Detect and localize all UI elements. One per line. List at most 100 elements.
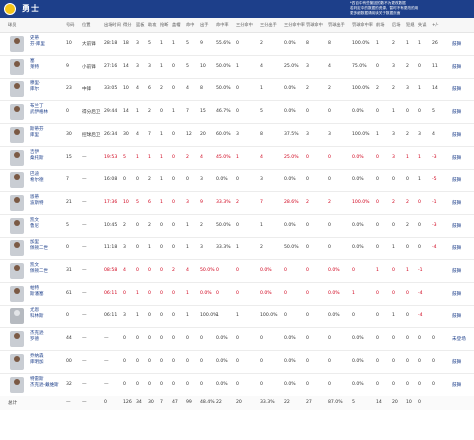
stat-cell: 0 [200,358,203,364]
stat-cell: 0 [236,222,239,228]
stat-cell: 1 [406,268,409,273]
player-name[interactable]: 凯文 佩顿二世 [30,263,48,274]
player-name[interactable]: 加里 佩顿二世 [30,240,48,252]
stat-cell: 14 [123,109,129,115]
player-detail-link[interactable]: 鼓舞 [452,359,462,365]
player-row[interactable]: 斯蒂芬 库里 30 控球后卫 26:34 30 4 7 1 0 12 20 60.0% 3 8 37.5% 3 3… [0,124,474,147]
stat-cell: 0 [160,313,163,319]
column-header: 失误 [418,22,427,27]
stat-cell: 0 [392,358,395,364]
stat-cell: 0 [306,154,309,160]
player-name[interactable]: 帕特 斯潘塞 [30,285,44,297]
player-name[interactable]: 史蒂 芬·库里 [30,36,45,47]
player-detail-link[interactable]: 鼓舞 [452,155,462,161]
player-name[interactable]: 斯蒂芬 库里 [30,126,44,138]
column-header: 号码 [66,22,75,27]
stat-cell: 4 [260,154,263,160]
stat-cell: 17:36 [104,199,118,205]
player-name[interactable]: 杰克逊 罗德 [30,331,44,343]
note-line: 若判定中的数据的资源，暂时不有更改的用 [350,6,419,10]
stat-cell: 1 [136,313,139,319]
stat-cell: 大前锋 [82,42,96,47]
player-row[interactable]: 加里 佩顿二世 0 — 11:18 3 0 1 0 0 1 3 33.3% 1 2 50.0% 0 0 0.0% 0 1… [0,237,474,261]
player-name[interactable]: 穆里· 库尔 [30,81,41,93]
stat-cell: 3 [123,245,126,251]
total-cell: 48.4% [200,400,215,405]
player-row[interactable]: 恩蒂 波斯特 21—17:36 10 5 6 1 0 3 9 33.3% 2 7 28.6% 2 2 100.0… [0,192,474,215]
player-row[interactable]: 凯文 佩顿二世 31—08:58 4 0 0 0 2 4 50.0% 0 0 0.0% 0 0 0.0% 0 1 0… [0,260,474,283]
player-detail-link[interactable]: 未登场 [452,337,466,343]
player-detail-link[interactable]: 鼓舞 [452,200,462,206]
player-name[interactable]: 凯文 鲁尼 [30,217,39,229]
stat-cell: 0.0% [284,41,296,46]
player-row[interactable]: 帕特 斯潘塞 61 — 06:11 0 1 0 0 0 1 0.0% 0 0 0.0% 0 0 0.0% 1 0 0 0 -… [0,283,474,306]
stat-cell: 0.0% [216,336,228,342]
player-detail-link[interactable]: 鼓舞 [452,178,462,184]
player-row[interactable]: 巴迪 希尔德 7 — 16:08 0 0 2 1 0 0 3 0.0% 0 3 0.0% 0 0 0.0% 0 0 0 1 -… [0,169,474,193]
stat-cell: 1 [216,313,219,319]
stat-cell: 0 [328,154,331,160]
player-row[interactable]: 吉伊 桑托斯 15 — 19:53 5 1 1 1 0 2 4 45.0% 1 4 25.0% 0 0 0.0% 0 3… [0,147,474,170]
player-detail-link[interactable]: 鼓舞 [452,64,462,70]
player-avatar [10,285,24,302]
stat-cell: 2 [148,177,151,183]
player-detail-link[interactable]: 鼓舞 [452,246,462,252]
player-name[interactable]: 巴迪 希尔德 [30,172,44,184]
stat-cell: -4 [418,290,423,296]
player-detail-link[interactable]: 鼓舞 [452,42,462,47]
stat-cell: 0 [160,222,163,228]
player-row[interactable]: 凯文 鲁尼 5 — 10:45 2 0 2 0 0 1 2 50.0% 0 1 0.0% 0 0 0.0% 0 0 2 0 -… [0,215,474,238]
stat-cell: 5 [260,109,263,115]
player-name[interactable]: 布兰丁 武伊格林 [30,104,48,116]
stat-cell: 0 [392,177,395,183]
stat-cell: 5 [186,41,189,46]
stat-cell: 0 [172,222,175,228]
player-name[interactable]: 尤恩 科林斯 [30,308,44,320]
player-row[interactable]: 史蒂 芬·库里 10 大前锋 28:18 18 3 5 1 1 5 9 55.6% 0 2 0.0% 8 8 100… [0,33,474,56]
stat-cell: 2 [306,86,309,92]
player-detail-link[interactable]: 鼓舞 [452,269,462,274]
player-detail-link[interactable]: 鼓舞 [452,314,462,320]
player-detail-link[interactable]: 鼓舞 [452,223,462,229]
player-detail-link[interactable]: 鼓舞 [452,87,462,93]
player-name[interactable]: 吉伊 桑托斯 [30,149,44,161]
player-avatar [10,126,24,143]
player-row[interactable]: 布兰丁 武伊格林 0 得分后卫 29:44 14 1 2 0 1 7 15 46.7% 0 5 0.0% 0 0 0… [0,101,474,125]
stat-cell: 0.0% [284,109,296,115]
stat-cell: 0 [376,245,379,251]
stat-cell: 2 [406,222,409,228]
stat-cell: 0 [160,268,163,273]
player-name[interactable]: 特雷斯 杰克逊-戴维斯 [30,376,59,388]
total-cell: 22 [216,400,222,405]
player-row[interactable]: 特雷斯 杰克逊-戴维斯 32 — — 0 0 0 0 0 0 0 0.0% 0 0 0.0% 0 0 0.0% 0 0 0… [0,374,474,397]
player-row[interactable]: 尤恩 科林斯 0—06:11 3 1 0 0 0 1 100.0% 1 1 100.0% 0 0 0.0% 0 0… [0,305,474,329]
player-row[interactable]: 塞莱特 9 小前锋 27:16 14 3 3 1 0 5 10 50.0% 1 4 25.0% 3 4 75.0%… [0,56,474,79]
player-detail-link[interactable]: 鼓舞 [452,110,462,116]
stat-cell: 0 [406,381,409,387]
stat-cell: 8 [200,86,203,92]
player-row[interactable]: 乔纳森 库明加 00— —0 0 0 0 0 0 0 0.0% 0 0 0.0% 0 0 0.0% 0 0 0 0 0 鼓舞 [0,351,474,374]
player-avatar [10,149,24,166]
player-detail-link[interactable]: 鼓舞 [452,291,462,297]
stat-cell: 1 [172,109,175,115]
player-name[interactable]: 恩蒂 波斯特 [30,194,44,206]
team-name: 勇士 [22,4,40,13]
stat-cell: 10 [200,63,206,69]
stat-cell: 0 [406,109,409,115]
player-row[interactable]: 杰克逊 罗德 44 — — 0 0 0 0 0 0 0 0.0% 0 0 0.0% 0 0 0.0% 0 0 0 0 0 未登场 [0,328,474,352]
player-detail-link[interactable]: 鼓舞 [452,132,462,138]
stat-cell: 32 [66,381,72,387]
stat-cell: 0 [376,358,379,364]
stat-cell: 08:58 [104,268,118,273]
stat-cell: 0.0% [352,336,364,342]
column-header: 后场 [392,22,401,27]
player-name[interactable]: 塞莱特 [30,58,39,70]
stat-cell: 0.0% [352,177,364,183]
player-name[interactable]: 乔纳森 库明加 [30,353,44,365]
player-avatar [10,263,24,279]
player-row[interactable]: 穆里· 库尔 23 中锋 33:05 10 4 6 2 0 4 8 50.0% 0 1 0.0% 2 2 100.0… [0,78,474,102]
stat-cell: 50.0% [200,268,215,273]
stat-cell: 0 [392,336,395,342]
player-detail-link[interactable]: 鼓舞 [452,382,462,388]
total-cell: 87.0% [328,400,343,405]
